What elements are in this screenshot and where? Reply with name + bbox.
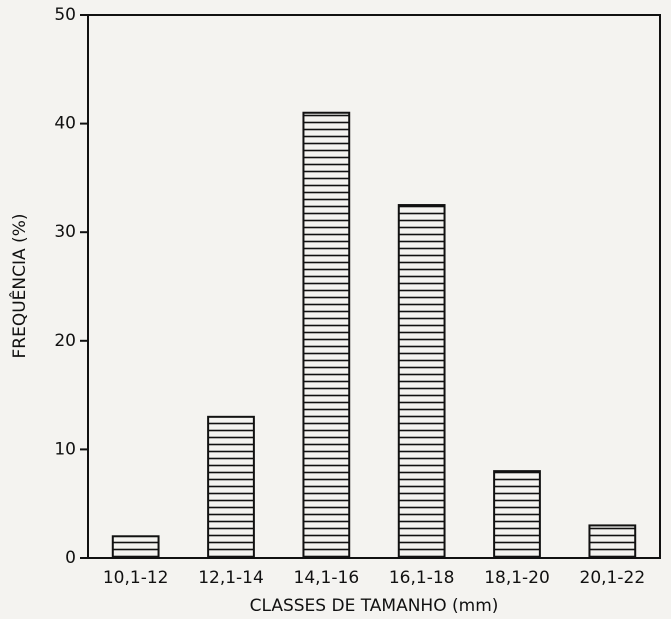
x-tick-label: 18,1-20 (484, 568, 550, 588)
y-axis-label: FREQUÊNCIA (%) (8, 214, 30, 359)
y-tick-label: 40 (54, 114, 76, 134)
bar (399, 205, 445, 558)
bar (208, 417, 254, 558)
plot-frame (88, 15, 660, 558)
bar (494, 471, 540, 558)
x-tick-label: 12,1-14 (198, 568, 264, 588)
y-tick-label: 30 (54, 222, 76, 242)
bar (589, 525, 635, 558)
y-tick-label: 20 (54, 331, 76, 351)
x-tick-label: 20,1-22 (580, 568, 646, 588)
y-tick-label: 0 (65, 548, 76, 568)
y-tick-label: 50 (54, 5, 76, 25)
x-tick-label: 10,1-12 (103, 568, 169, 588)
x-axis-label: CLASSES DE TAMANHO (mm) (250, 596, 499, 616)
chart: CLASSES DE TAMANHO (mm) FREQUÊNCIA (%) 0… (0, 0, 671, 619)
x-tick-label: 16,1-18 (389, 568, 455, 588)
bar (113, 536, 159, 558)
bar (303, 113, 349, 558)
x-tick-label: 14,1-16 (294, 568, 360, 588)
y-tick-label: 10 (54, 439, 76, 459)
